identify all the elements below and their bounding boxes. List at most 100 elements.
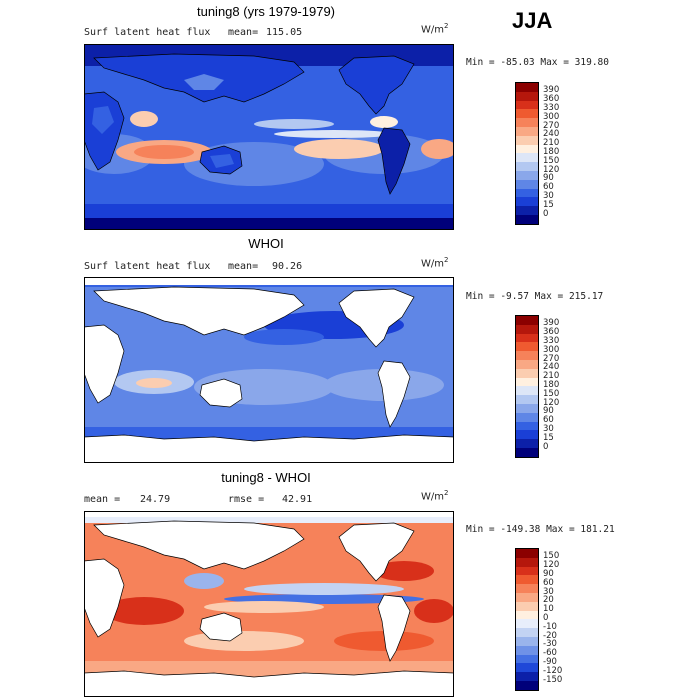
panel3-units: W/m2 [421, 489, 449, 503]
colorbar-swatch [516, 188, 538, 198]
colorbar-tick-label: 300 [543, 111, 560, 122]
colorbar-swatch [516, 549, 538, 558]
colorbar-tick-label: 90 [543, 173, 554, 184]
colorbar-tick-label: 360 [543, 327, 560, 338]
colorbar-tick-label: 15 [543, 199, 554, 210]
colorbar-tick-label: 240 [543, 362, 560, 373]
colorbar-swatch [516, 100, 538, 110]
colorbar-swatch [516, 592, 538, 602]
colorbar-tick-label: 15 [543, 432, 554, 443]
colorbar-swatch [516, 619, 538, 629]
colorbar-swatch [516, 118, 538, 127]
colorbar-tick-label: -20 [543, 630, 557, 641]
colorbar-swatch [516, 179, 538, 189]
colorbar-tick-label: 270 [543, 120, 560, 131]
panel3-mean-value: 24.79 [140, 494, 171, 505]
colorbar-tick-label: -10 [543, 621, 557, 632]
colorbar-tick-label: 0 [543, 208, 549, 219]
panel1-mean-value: 115.05 [266, 27, 303, 38]
colorbar-tick-label: 90 [543, 568, 554, 579]
colorbar-tick-label: 30 [543, 586, 554, 597]
colorbar-tick-label: 60 [543, 577, 554, 588]
colorbar-swatch [516, 359, 538, 369]
panel2-title: WHOI [248, 236, 284, 251]
panel3-title: tuning8 - WHOI [221, 470, 311, 485]
panel1-min-max: Min = -85.03 Max = 319.80 [466, 57, 609, 68]
colorbar-swatch [516, 566, 538, 576]
colorbar-swatch [516, 351, 538, 360]
colorbar-swatch [516, 333, 538, 343]
colorbar-swatch [516, 645, 538, 655]
colorbar-swatch [516, 654, 538, 664]
colorbar-tick-label: 30 [543, 423, 554, 434]
colorbar-tick-label: 150 [543, 155, 560, 166]
colorbar-tick-label: 150 [543, 551, 560, 562]
panel2-mean-value: 90.26 [272, 261, 303, 272]
colorbar-swatch [516, 324, 538, 334]
colorbar-swatch [516, 663, 538, 673]
colorbar-swatch [516, 162, 538, 171]
panel1-units: W/m2 [421, 22, 449, 36]
colorbar-tick-label: 0 [543, 441, 549, 452]
colorbar-tick-label: 30 [543, 190, 554, 201]
colorbar-tick-label: 120 [543, 560, 560, 571]
colorbar-swatch [516, 126, 538, 136]
colorbar-tick-label: 60 [543, 182, 554, 193]
panel3-map [84, 511, 454, 697]
colorbar-tick-label: -90 [543, 656, 557, 667]
colorbar-tick-label: 0 [543, 612, 549, 623]
colorbar-swatch [516, 412, 538, 422]
colorbar-tick-label: 60 [543, 415, 554, 426]
colorbar-swatch [516, 316, 538, 325]
colorbar-tick-label: 180 [543, 146, 560, 157]
colorbar-swatch [516, 636, 538, 646]
colorbar-swatch [516, 430, 538, 440]
colorbar-swatch [516, 403, 538, 413]
colorbar-tick-label: -150 [543, 674, 563, 685]
colorbar-tick-label: 210 [543, 138, 560, 149]
colorbar-tick-label: 330 [543, 102, 560, 113]
colorbar-swatch [516, 584, 538, 593]
colorbar-swatch [516, 197, 538, 207]
colorbar-swatch [516, 153, 538, 163]
panel3-rmse-label: rmse = [228, 494, 265, 505]
panel1-title: tuning8 (yrs 1979-1979) [196, 4, 336, 19]
panel2-mean-label: mean= [228, 261, 259, 272]
colorbar-tick-label: 10 [543, 604, 554, 615]
colorbar-tick-label: 360 [543, 94, 560, 105]
colorbar-tick-label: 330 [543, 335, 560, 346]
panel3-min-max: Min = -149.38 Max = 181.21 [466, 524, 615, 535]
colorbar-tick-label: 120 [543, 164, 560, 175]
colorbar-swatch [516, 557, 538, 567]
colorbar-swatch [516, 83, 538, 92]
colorbar-tick-label: 390 [543, 318, 560, 329]
colorbar-swatch [516, 377, 538, 387]
panel3-rmse-value: 42.91 [282, 494, 313, 505]
panel2-min-max: Min = -9.57 Max = 215.17 [466, 291, 604, 302]
panel2-field-label: Surf latent heat flux [84, 261, 211, 272]
panel2-units: W/m2 [421, 256, 449, 270]
colorbar-swatch [516, 395, 538, 404]
colorbar-swatch [516, 447, 538, 457]
colorbar-tick-label: 90 [543, 406, 554, 417]
colorbar-tick-label: 210 [543, 371, 560, 382]
colorbar-tick-label: 150 [543, 388, 560, 399]
colorbar-tick-label: 270 [543, 353, 560, 364]
panel2-map [84, 277, 454, 463]
colorbar-tick-label: -60 [543, 648, 557, 659]
colorbar-tick-label: 120 [543, 397, 560, 408]
colorbar-tick-label: 390 [543, 85, 560, 96]
colorbar-swatch [516, 439, 538, 448]
colorbar-swatch [516, 144, 538, 154]
colorbar-tick-label: -30 [543, 639, 557, 650]
colorbar-tick-label: 300 [543, 344, 560, 355]
colorbar-swatch [516, 214, 538, 224]
colorbar-swatch [516, 601, 538, 611]
panel1-map [84, 44, 454, 230]
colorbar-swatch [516, 368, 538, 378]
colorbar-swatch [516, 680, 538, 690]
season-label: JJA [512, 8, 553, 33]
colorbar-swatch [516, 206, 538, 215]
colorbar-swatch [516, 610, 538, 620]
colorbar-swatch [516, 109, 538, 119]
